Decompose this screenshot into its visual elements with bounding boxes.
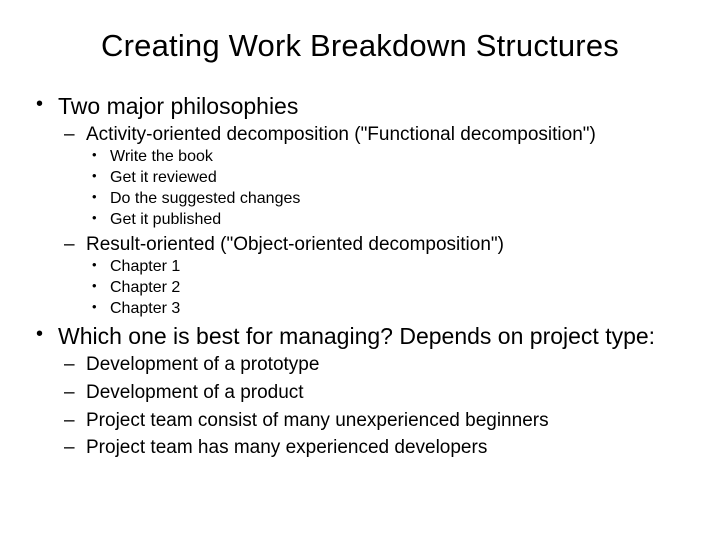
- bullet-list-level1: Two major philosophies Activity-oriented…: [30, 92, 690, 461]
- bullet-text: Chapter 2: [110, 279, 180, 296]
- list-item: Chapter 3: [86, 299, 690, 320]
- bullet-text: Get it reviewed: [110, 169, 217, 186]
- bullet-text: Chapter 1: [110, 258, 180, 275]
- list-item: Which one is best for managing? Depends …: [30, 322, 690, 461]
- list-item: Development of a product: [58, 380, 690, 406]
- bullet-text: Activity-oriented decomposition ("Functi…: [86, 124, 596, 145]
- list-item: Development of a prototype: [58, 352, 690, 378]
- bullet-list-level2: Activity-oriented decomposition ("Functi…: [58, 123, 690, 320]
- list-item: Project team has many experienced develo…: [58, 435, 690, 461]
- list-item: Project team consist of many unexperienc…: [58, 408, 690, 434]
- bullet-text: Do the suggested changes: [110, 190, 300, 207]
- list-item: Chapter 1: [86, 257, 690, 278]
- bullet-list-level3: Chapter 1 Chapter 2 Chapter 3: [86, 257, 690, 319]
- bullet-text: Get it published: [110, 211, 221, 228]
- list-item: Write the book: [86, 147, 690, 168]
- list-item: Get it published: [86, 210, 690, 231]
- bullet-text: Write the book: [110, 148, 213, 165]
- bullet-text: Two major philosophies: [58, 93, 298, 119]
- list-item: Do the suggested changes: [86, 189, 690, 210]
- list-item: Activity-oriented decomposition ("Functi…: [58, 123, 690, 231]
- list-item: Two major philosophies Activity-oriented…: [30, 92, 690, 320]
- slide: Creating Work Breakdown Structures Two m…: [0, 0, 720, 540]
- bullet-list-level2: Development of a prototype Development o…: [58, 352, 690, 461]
- bullet-list-level3: Write the book Get it reviewed Do the su…: [86, 147, 690, 230]
- bullet-text: Result-oriented ("Object-oriented decomp…: [86, 234, 504, 255]
- bullet-text: Development of a product: [86, 382, 304, 403]
- bullet-text: Development of a prototype: [86, 354, 319, 375]
- bullet-text: Which one is best for managing? Depends …: [58, 323, 655, 349]
- bullet-text: Project team consist of many unexperienc…: [86, 410, 549, 431]
- list-item: Get it reviewed: [86, 168, 690, 189]
- list-item: Result-oriented ("Object-oriented decomp…: [58, 233, 690, 320]
- bullet-text: Project team has many experienced develo…: [86, 437, 487, 458]
- slide-title: Creating Work Breakdown Structures: [30, 28, 690, 64]
- bullet-text: Chapter 3: [110, 300, 180, 317]
- list-item: Chapter 2: [86, 278, 690, 299]
